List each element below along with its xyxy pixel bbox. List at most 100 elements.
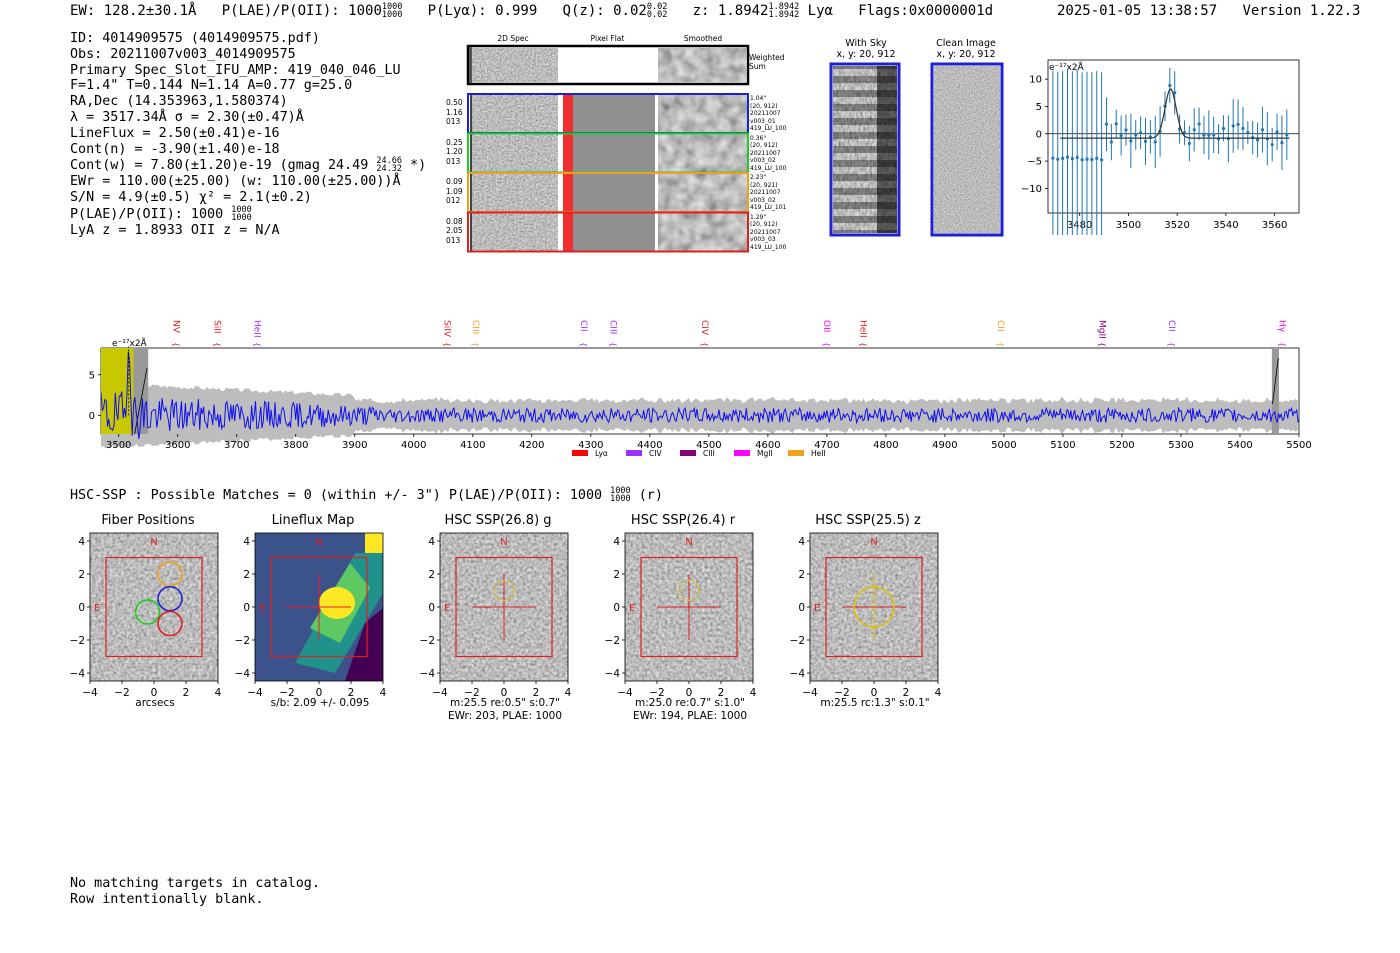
hsc-xtick: −2 [114, 687, 129, 699]
hsc-ytick: 4 [78, 536, 85, 548]
hsc-panel: HSC SSP(25.5) z N E 4 2 0 −2 −4 −4 −2 0 2 4 m:25.5 rc… [770, 512, 970, 727]
zoom-point [1187, 141, 1191, 146]
zoom-point [1280, 141, 1284, 145]
cutout-row [467, 211, 749, 253]
hsc-ytick: −2 [70, 635, 85, 647]
sky-images [829, 62, 1004, 237]
hsc-search-box [270, 556, 368, 658]
fiber-circle [157, 610, 183, 637]
zoom-point [1119, 133, 1123, 138]
full-line-label: CII [578, 320, 588, 332]
cutout-row-left-label: 0.08 2.05 013 [446, 216, 463, 245]
full-xtick: 3700 [224, 440, 249, 451]
full-xtick: 4500 [696, 440, 721, 451]
zoom-ytick: 0 [1036, 129, 1042, 140]
hsc-xtick: 4 [215, 687, 222, 699]
legend-swatch [734, 450, 750, 456]
header-version: Version 1.22.3 [1242, 3, 1361, 19]
hsc-match-ellipse [493, 579, 515, 602]
north-label: N [315, 537, 322, 548]
zoom-point [1114, 122, 1118, 126]
zoom-fit-curve [1060, 88, 1290, 139]
zoom-point [1192, 128, 1196, 132]
hsc-ytick: 0 [613, 602, 620, 614]
zoom-point [1085, 157, 1089, 161]
zoom-xtick: 3500 [1116, 220, 1141, 231]
hsc-neighbor-ellipse [655, 634, 672, 652]
east-label: E [444, 603, 450, 614]
info-plae: P(LAE)/P(OII): 1000 1000 1000 [70, 204, 252, 223]
zoom-point [1197, 122, 1201, 126]
full-ytick: 5 [89, 370, 95, 381]
east-label: E [259, 603, 265, 614]
legend-swatch [626, 450, 642, 456]
fiber-circle [134, 599, 161, 625]
zoom-point [1104, 122, 1109, 126]
cutout-row-left-label: 0.09 1.09 012 [446, 177, 463, 205]
clean-image-xy: x, y: 20, 912 [936, 49, 996, 60]
zoom-point [1080, 158, 1084, 162]
cutout-row-right-label: 1.04" (20, 912) 20211007 v003_01 419_LU_… [750, 95, 787, 133]
zoom-ytick: 5 [1036, 102, 1042, 113]
hsc-ytick: −4 [420, 668, 436, 680]
hsc-panel: Lineflux Map N E 4 2 0 −2 −4 −4 −2 0 2 4 s/b: 2.09 +/… [215, 512, 415, 727]
cutout-row [467, 93, 749, 134]
zoom-point [1075, 155, 1079, 160]
weighted-sum-label: Weighted Sum [749, 53, 785, 71]
zoom-point [1124, 128, 1128, 132]
hsc-ytick: −2 [235, 635, 250, 647]
col-2d-spec: 2D Spec [497, 34, 529, 43]
info-ewr: EWr = 110.00(±25.00) (w: 110.00(±25.00))… [70, 174, 401, 190]
east-label: E [94, 603, 100, 614]
with-sky-header: With Sky x, y: 20, 912 [830, 38, 902, 60]
hsc-ytick: 0 [243, 602, 250, 614]
hsc-panel-image: N E 4 2 0 −2 −4 −4 −2 0 2 4 [605, 532, 757, 699]
zoom-point [1246, 130, 1250, 135]
hsc-ytick: −4 [605, 668, 621, 680]
zoom-point [1100, 158, 1104, 162]
hsc-xtick: 0 [871, 687, 878, 699]
full-xtick: 4600 [755, 440, 780, 451]
hsc-ytick: −2 [420, 635, 435, 647]
hsc-ytick: 2 [428, 569, 435, 581]
col-pixel-flat: Pixel Flat [590, 34, 625, 43]
zoom-point [1139, 131, 1143, 135]
cutout-row-right-label: 0.36" (20, 912) 20211007 v003_02 419_LU_… [750, 134, 787, 172]
zoom-point [1143, 139, 1148, 143]
full-xtick: 4300 [578, 440, 603, 451]
full-line-bracket: { [859, 342, 868, 347]
zoom-point [1173, 91, 1177, 95]
legend-label: HeII [811, 449, 826, 458]
zoom-point [1212, 133, 1216, 137]
weighted-sum-strip [466, 44, 750, 86]
full-xtick: 4700 [814, 440, 839, 451]
full-noise-band [101, 381, 1298, 449]
full-line-bracket: { [1278, 342, 1287, 347]
north-label: N [685, 537, 692, 548]
header-ew: EW: 128.2±30.1Å [70, 3, 197, 19]
hsc-xtick: −4 [617, 687, 633, 699]
zoom-point [1221, 126, 1226, 131]
hsc-xtick: 0 [686, 687, 693, 699]
header-bar: EW: 128.2±30.1Å P(LAE)/P(OII): 1000 1000 1… [70, 3, 993, 20]
full-xtick: 3500 [106, 440, 131, 451]
hsc-caption-1: m:25.0 re:0.7" s:1.0" [635, 697, 745, 709]
hsc-summary: HSC-SSP : Possible Matches = 0 (within +… [70, 486, 663, 504]
legend-label: MgII [757, 449, 773, 458]
hsc-panel: HSC SSP(26.4) r N E 4 2 0 −2 −4 −4 −2 0 2 4 m:25.0 re… [585, 512, 785, 727]
with-sky-image [829, 62, 901, 237]
zoom-ytick: 10 [1029, 75, 1042, 86]
full-xtick: 5500 [1286, 440, 1311, 451]
zoom-spectrum-plot: e⁻¹⁷x2Å 10 5 0 −5 −10 3480 3500 3520 3540 3560 [1021, 59, 1300, 235]
full-line-bracket: { [579, 342, 588, 347]
hsc-xtick: 0 [316, 687, 323, 699]
north-label: N [870, 537, 877, 548]
hsc-ytick: 0 [78, 602, 85, 614]
hsc-caption-1: arcsecs [135, 697, 175, 709]
full-hatch [1272, 357, 1279, 405]
full-xtick: 5100 [1050, 440, 1075, 451]
clean-image-header: Clean Image x, y: 20, 912 [928, 38, 1004, 60]
header-right: 2025-01-05 13:38:57 Version 1.22.3 [1057, 3, 1360, 19]
hsc-xtick: 2 [348, 687, 355, 699]
full-xtick: 3800 [283, 440, 308, 451]
